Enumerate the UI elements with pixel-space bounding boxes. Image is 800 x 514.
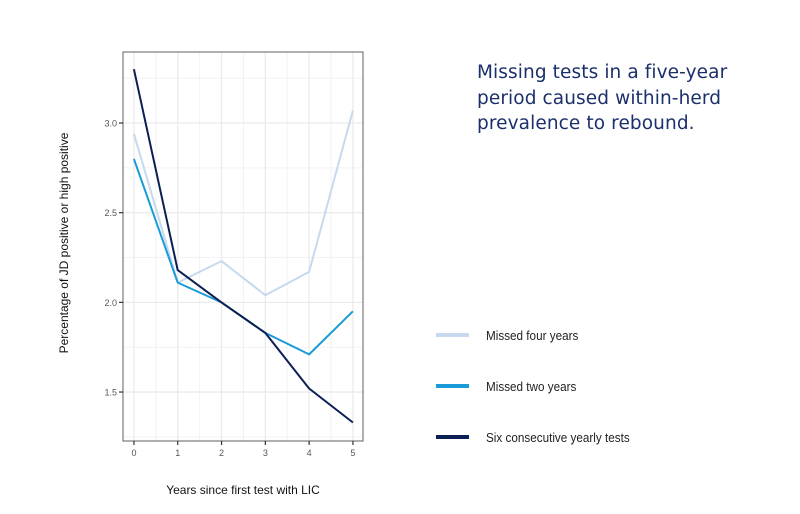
series-lines (132, 68, 354, 424)
x-tick-label: 3 (263, 448, 268, 458)
y-axis-label: Percentage of JD positive or high positi… (57, 132, 71, 354)
y-tick-label: 3.0 (104, 119, 117, 129)
series-line-missed-four-years (132, 110, 354, 297)
legend-label: Six consecutive yearly tests (486, 429, 630, 445)
x-tick-label: 5 (350, 448, 355, 458)
legend-swatch (436, 384, 469, 388)
y-tick-label: 1.5 (104, 388, 117, 398)
grid (123, 52, 363, 441)
legend-swatch (436, 333, 469, 337)
y-tick-label: 2.0 (104, 298, 117, 308)
x-tick-label: 2 (219, 448, 224, 458)
y-axis-ticks: 1.5 2.0 2.5 3.0 (104, 119, 123, 398)
legend-item-missed-four: Missed four years (436, 320, 589, 350)
legend-label: Missed two years (486, 378, 577, 394)
legend-item-missed-two: Missed two years (436, 371, 586, 401)
x-tick-label: 4 (307, 448, 312, 458)
x-axis-label: Years since first test with LIC (166, 483, 320, 497)
plot-panel-border (122, 51, 364, 442)
series-line-six-consecutive (132, 68, 354, 424)
headline: Missing tests in a five-year period caus… (477, 62, 728, 134)
y-tick-label: 2.5 (104, 208, 117, 218)
legend-label: Missed four years (486, 327, 579, 343)
x-tick-label: 1 (175, 448, 180, 458)
x-tick-label: 0 (131, 448, 136, 458)
legend-swatch (436, 435, 469, 439)
x-axis-ticks: 0 1 2 3 4 5 (131, 441, 355, 458)
legend-item-six-consecutive: Six consecutive yearly tests (436, 422, 646, 452)
